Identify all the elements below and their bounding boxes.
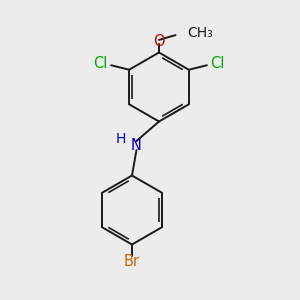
Text: CH₃: CH₃	[188, 26, 213, 40]
Text: N: N	[131, 138, 142, 153]
Text: H: H	[116, 132, 126, 146]
Text: Cl: Cl	[210, 56, 225, 71]
Text: O: O	[153, 34, 165, 50]
Text: Cl: Cl	[93, 56, 108, 71]
Text: Br: Br	[124, 254, 140, 269]
